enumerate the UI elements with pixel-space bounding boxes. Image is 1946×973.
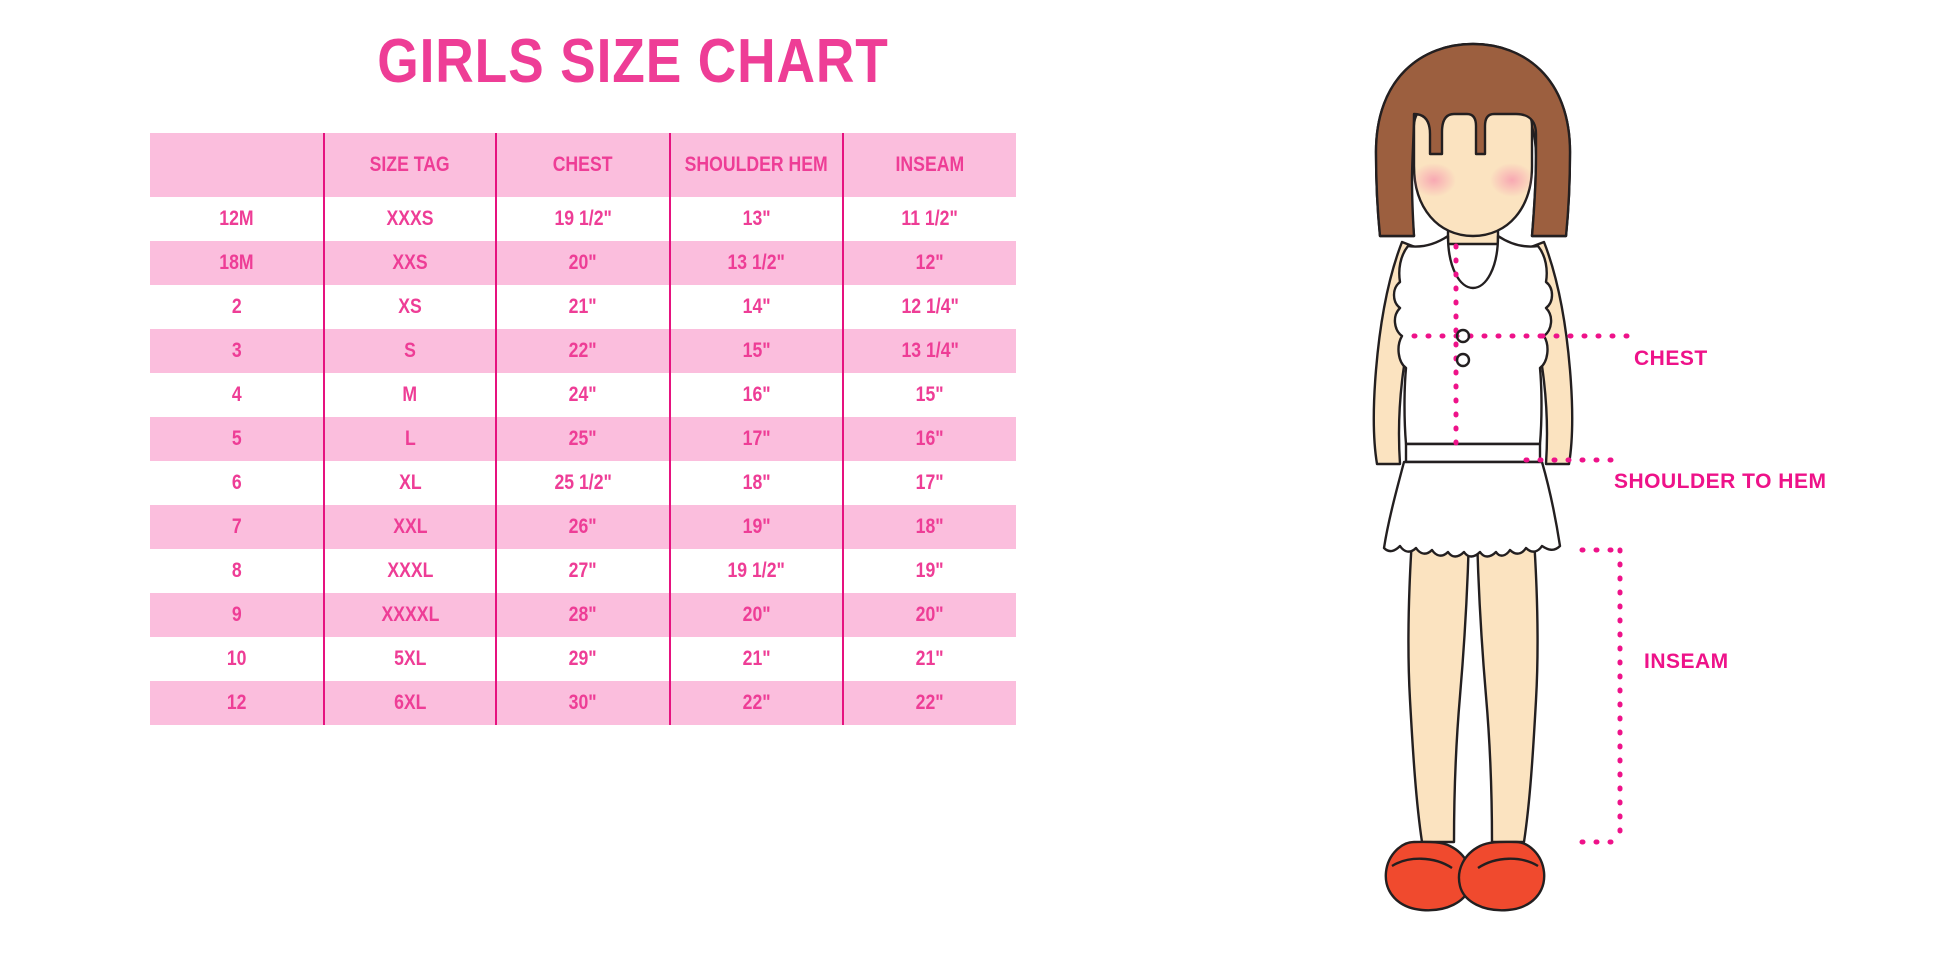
cell-shoulder-hem: 13" [669, 197, 843, 241]
table-row: 6 XL 25 1/2" 18" 17" [150, 461, 1016, 505]
cell-size: 18M [219, 251, 254, 274]
cell-chest: 28" [495, 593, 670, 637]
cell-shoulder-hem: 19 1/2" [669, 549, 843, 593]
cell-size: 5 [231, 427, 242, 450]
cell-size: 3 [231, 339, 242, 362]
cell-size: 4 [231, 383, 242, 406]
cell-shoulder-hem: 14" [669, 285, 843, 329]
cell-shoulder-hem: 13 1/2" [669, 241, 843, 285]
cell-size-tag: XXL [323, 505, 496, 549]
waistband [1404, 442, 1542, 464]
skirt [1382, 460, 1562, 558]
button-bottom [1455, 352, 1471, 368]
cell-inseam: 15" [842, 373, 1016, 417]
cell-size-tag: 5XL [323, 637, 496, 681]
cell-inseam: 13 1/4" [842, 329, 1016, 373]
cell-size: 2 [231, 295, 242, 318]
cell-chest: 20" [495, 241, 670, 285]
cell-chest: 29" [495, 637, 670, 681]
cell-chest: 21" [495, 285, 670, 329]
column-header-size-tag: SIZE TAG [323, 133, 496, 197]
cell-inseam: 21" [842, 637, 1016, 681]
cell-size-tag: XXXS [323, 197, 496, 241]
table-row: 18M XXS 20" 13 1/2" 12" [150, 241, 1016, 285]
table-row: 12M XXXS 19 1/2" 13" 11 1/2" [150, 197, 1016, 241]
cell-inseam: 20" [842, 593, 1016, 637]
cell-inseam: 12 1/4" [842, 285, 1016, 329]
cell-size: 10 [226, 647, 247, 670]
cell-inseam: 19" [842, 549, 1016, 593]
cell-shoulder-hem: 17" [669, 417, 843, 461]
page-title: GIRLS SIZE CHART [377, 27, 889, 96]
cell-size: 9 [231, 603, 242, 626]
label-chest: CHEST [1634, 347, 1708, 370]
cell-size-tag: M [323, 373, 496, 417]
cell-chest: 25" [495, 417, 670, 461]
shoe-right [1457, 840, 1546, 912]
cell-chest: 22" [495, 329, 670, 373]
table-row: 4 M 24" 16" 15" [150, 373, 1016, 417]
cell-chest: 24" [495, 373, 670, 417]
label-inseam: INSEAM [1644, 650, 1729, 673]
cell-shoulder-hem: 21" [669, 637, 843, 681]
girl-figure-illustration [1330, 30, 1730, 930]
cell-size: 6 [231, 471, 242, 494]
cell-size-tag: XS [323, 285, 496, 329]
cell-size: 12 [226, 691, 247, 714]
cell-size-tag: 6XL [323, 681, 496, 725]
cell-shoulder-hem: 16" [669, 373, 843, 417]
table-row: 12 6XL 30" 22" 22" [150, 681, 1016, 725]
blush-right [1490, 163, 1534, 197]
size-chart-table: SIZE TAG CHEST SHOULDER HEM INSEAM 12M XX… [150, 133, 1016, 725]
cell-shoulder-hem: 22" [669, 681, 843, 725]
cell-size-tag: S [323, 329, 496, 373]
table-row: 5 L 25" 17" 16" [150, 417, 1016, 461]
cell-inseam: 16" [842, 417, 1016, 461]
cell-size: 12M [219, 207, 254, 230]
cell-size-tag: XXS [323, 241, 496, 285]
blush-left [1412, 163, 1456, 197]
cell-size: 8 [231, 559, 242, 582]
cell-inseam: 12" [842, 241, 1016, 285]
column-header-inseam: INSEAM [842, 133, 1016, 197]
cell-size-tag: XXXL [323, 549, 496, 593]
table-row: 10 5XL 29" 21" 21" [150, 637, 1016, 681]
cell-inseam: 17" [842, 461, 1016, 505]
column-header-size [150, 133, 324, 197]
cell-inseam: 11 1/2" [842, 197, 1016, 241]
cell-inseam: 22" [842, 681, 1016, 725]
cell-shoulder-hem: 18" [669, 461, 843, 505]
table-row: 3 S 22" 15" 13 1/4" [150, 329, 1016, 373]
cell-chest: 25 1/2" [495, 461, 670, 505]
cell-size-tag: XXXXL [323, 593, 496, 637]
table-row: 7 XXL 26" 19" 18" [150, 505, 1016, 549]
column-header-shoulder-hem: SHOULDER HEM [669, 133, 843, 197]
blouse [1392, 234, 1554, 446]
shoe-left-strap [1391, 857, 1453, 870]
label-shoulder-to-hem: SHOULDER TO HEM [1614, 470, 1827, 493]
hair-bangs [1374, 42, 1572, 238]
column-header-chest: CHEST [495, 133, 670, 197]
cell-chest: 30" [495, 681, 670, 725]
cell-shoulder-hem: 20" [669, 593, 843, 637]
cell-shoulder-hem: 19" [669, 505, 843, 549]
cell-chest: 26" [495, 505, 670, 549]
shoe-right-strap [1477, 857, 1539, 870]
button-top [1455, 328, 1471, 344]
cell-size-tag: XL [323, 461, 496, 505]
table-header-row: SIZE TAG CHEST SHOULDER HEM INSEAM [150, 133, 1016, 197]
table-row: 9 XXXXL 28" 20" 20" [150, 593, 1016, 637]
table-body: 12M XXXS 19 1/2" 13" 11 1/2" 18M XXS 20" 13 1/2"… [150, 197, 1016, 725]
table-row: 2 XS 21" 14" 12 1/4" [150, 285, 1016, 329]
cell-shoulder-hem: 15" [669, 329, 843, 373]
table-row: 8 XXXL 27" 19 1/2" 19" [150, 549, 1016, 593]
cell-size-tag: L [323, 417, 496, 461]
cell-chest: 19 1/2" [495, 197, 670, 241]
cell-chest: 27" [495, 549, 670, 593]
cell-inseam: 18" [842, 505, 1016, 549]
cell-size: 7 [231, 515, 242, 538]
